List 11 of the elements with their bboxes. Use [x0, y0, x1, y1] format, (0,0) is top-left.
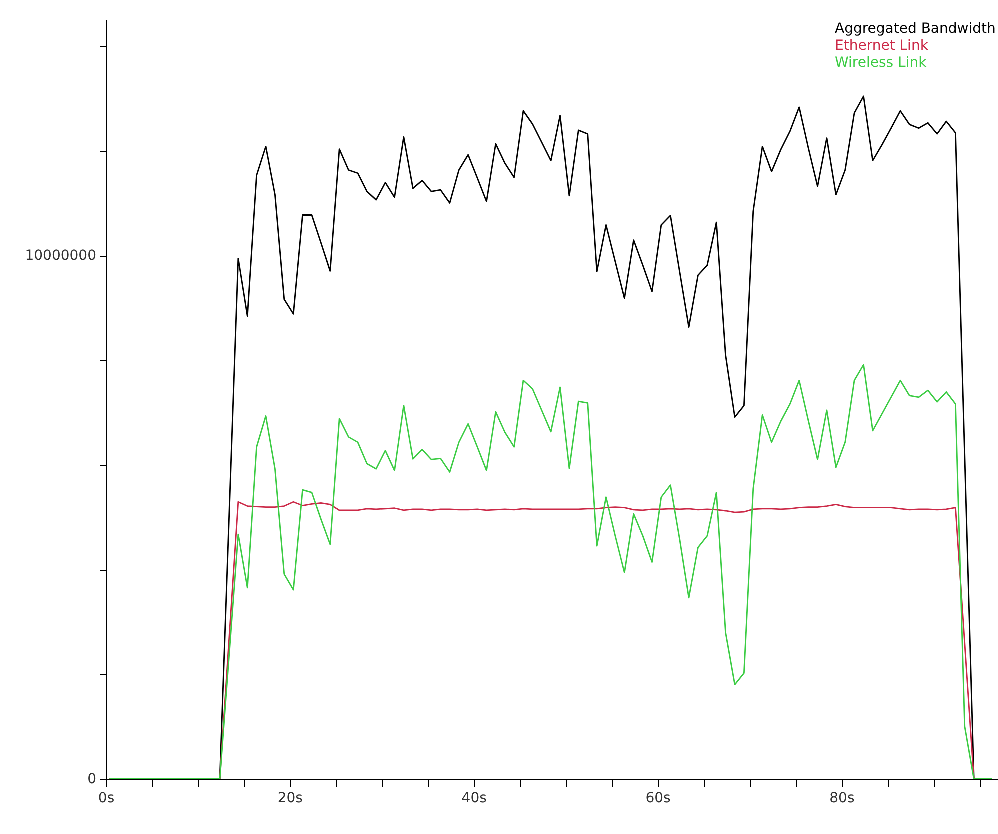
x-tick-label: 20s: [278, 790, 303, 806]
text: Wireless Link: [835, 55, 928, 71]
line-series: [108, 364, 994, 779]
text: Ethernet Link: [835, 38, 930, 54]
text: Aggregated Bandwidth: [835, 21, 996, 37]
x-tick-label: 0s: [98, 790, 115, 806]
x-tick-label: 80s: [830, 790, 855, 806]
x-tick-label: 40s: [462, 790, 487, 806]
y-tick-label: 0: [88, 772, 96, 788]
y-tick-label: 10000000: [25, 248, 96, 264]
x-tick-label: 60s: [646, 790, 671, 806]
